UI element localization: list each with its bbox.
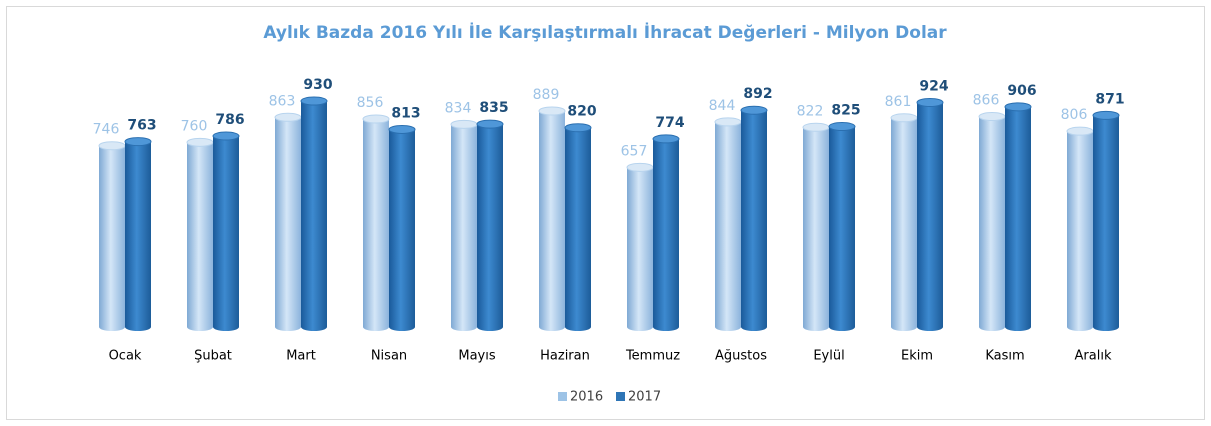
x-tick-label: Temmuz [625,349,680,364]
data-label: 786 [215,112,244,128]
data-label: 806 [1061,107,1088,123]
x-tick-label: Şubat [194,349,232,364]
data-label: 760 [181,118,208,134]
bar [213,136,239,331]
bar [627,167,653,331]
bar [653,138,679,331]
x-tick-label: Mart [286,349,316,364]
bar [187,142,213,331]
bar-top [124,137,152,147]
x-tick-label: Nisan [371,349,407,364]
bar-top [890,113,918,123]
bar [917,102,943,331]
legend-label: 2017 [628,390,661,405]
bar [1067,131,1093,331]
bar-top [1004,102,1032,112]
x-tick-label: Ekim [901,349,933,364]
bar-top [828,122,856,132]
data-label: 822 [797,103,824,119]
data-label: 866 [973,93,1000,109]
bar-top [476,119,504,129]
bar-top [714,117,742,127]
bar [715,121,741,332]
x-tick-label: Haziran [540,349,590,364]
bar-top [274,112,302,122]
bar-top [916,97,944,107]
data-label: 657 [621,143,648,159]
bar-top [1066,126,1094,136]
x-tick-label: Aralık [1075,349,1112,364]
data-label: 892 [743,86,772,102]
bar-top [802,122,830,132]
bar [1093,115,1119,331]
bar-top [98,141,126,151]
legend-label: 2016 [570,390,603,405]
bar-top [740,105,768,115]
data-label: 746 [93,122,120,138]
bar [477,124,503,331]
data-label: 763 [127,118,156,134]
bar-top [564,123,592,133]
data-label: 889 [533,87,560,103]
data-label: 924 [919,78,948,94]
data-label: 820 [567,104,596,120]
legend-swatch [558,392,567,401]
data-label: 825 [831,103,860,119]
data-label: 774 [655,115,684,131]
bar [99,145,125,331]
x-tick-label: Kasım [985,349,1024,364]
bar [803,127,829,331]
data-label: 844 [709,98,736,114]
bar [125,141,151,331]
bar [389,129,415,331]
data-label: 835 [479,100,508,116]
bar [829,126,855,332]
bar [741,110,767,331]
x-tick-label: Ocak [109,349,142,364]
data-label: 856 [357,95,384,111]
bar [565,127,591,332]
data-label: 834 [445,100,472,116]
bar [451,124,477,331]
bar [1005,106,1031,331]
data-label: 906 [1007,83,1036,99]
data-label: 871 [1095,91,1124,107]
bar-top [362,114,390,124]
legend-swatch [616,392,625,401]
bar-top [626,162,654,172]
bar-top [186,137,214,147]
data-label: 930 [303,77,332,93]
bar-top [1092,110,1120,120]
data-label: 863 [269,93,296,109]
bar-top [300,96,328,106]
bar [891,117,917,331]
bar-top [652,134,680,144]
bar-top [388,124,416,134]
data-label: 861 [885,94,912,110]
bar-top [538,106,566,116]
bar-top [450,119,478,129]
bar [301,101,327,331]
bar [539,110,565,332]
chart-title: Aylık Bazda 2016 Yılı İle Karşılaştırmal… [263,21,947,43]
x-tick-label: Eylül [813,349,844,364]
data-label: 813 [391,105,420,121]
x-tick-label: Ağustos [715,349,767,364]
bar-top [978,112,1006,122]
bar [979,116,1005,331]
bar [275,117,301,331]
x-tick-label: Mayıs [458,349,495,364]
bar [363,118,389,331]
bar-top [212,131,240,141]
